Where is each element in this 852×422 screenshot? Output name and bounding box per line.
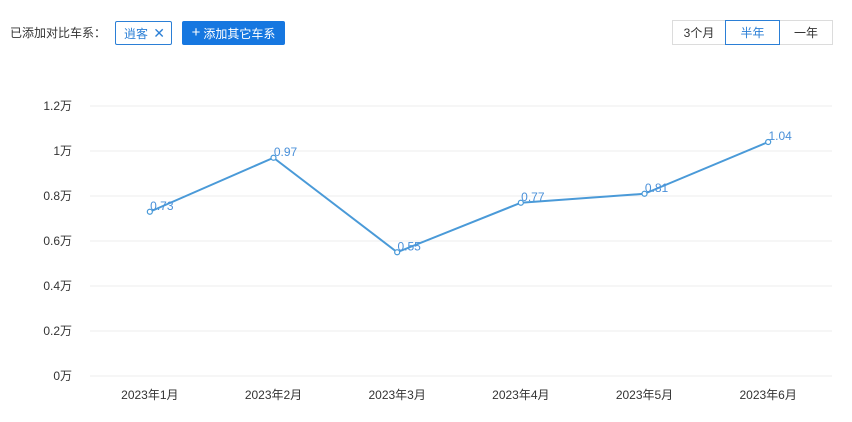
x-tick-label: 2023年5月 [616, 388, 673, 402]
data-label: 1.04 [768, 129, 792, 143]
data-label: 0.81 [645, 181, 669, 195]
x-tick-label: 2023年3月 [368, 388, 425, 402]
y-tick-label: 0.8万 [43, 189, 72, 203]
y-tick-label: 0.4万 [43, 279, 72, 293]
compare-tag[interactable]: 逍客 ✕ [115, 21, 172, 45]
x-tick-label: 2023年4月 [492, 388, 549, 402]
compare-label: 已添加对比车系： [10, 26, 107, 40]
y-tick-label: 1万 [53, 144, 72, 158]
x-tick-label: 2023年6月 [739, 388, 796, 402]
data-label: 0.55 [397, 239, 421, 253]
compare-tag-label: 逍客 [124, 26, 149, 41]
y-tick-label: 0.6万 [43, 234, 72, 248]
series-line [149, 141, 769, 254]
data-point [517, 199, 524, 206]
data-point [641, 190, 648, 197]
add-series-button[interactable]: + 添加其它车系 [182, 21, 285, 45]
y-tick-label: 1.2万 [43, 99, 72, 113]
data-label: 0.97 [274, 145, 298, 159]
data-point [146, 208, 153, 215]
data-point [394, 249, 401, 256]
add-series-label: 添加其它车系 [203, 26, 276, 41]
y-tick-label: 0万 [53, 369, 72, 383]
data-point [765, 138, 772, 146]
range-selector: 3个月 半年 一年 [672, 20, 833, 45]
toolbar: 已添加对比车系： 逍客 ✕ + 添加其它车系 3个月 半年 一年 [0, 0, 852, 60]
x-tick-label: 2023年1月 [121, 388, 178, 402]
data-label: 0.77 [521, 190, 545, 204]
close-icon[interactable]: ✕ [153, 25, 165, 41]
plus-icon: + [191, 24, 201, 41]
data-point [270, 154, 277, 161]
data-label: 0.73 [150, 199, 174, 213]
x-tick-label: 2023年2月 [245, 388, 302, 402]
range-option-half-year[interactable]: 半年 [725, 20, 780, 45]
y-tick-label: 0.2万 [43, 324, 72, 338]
